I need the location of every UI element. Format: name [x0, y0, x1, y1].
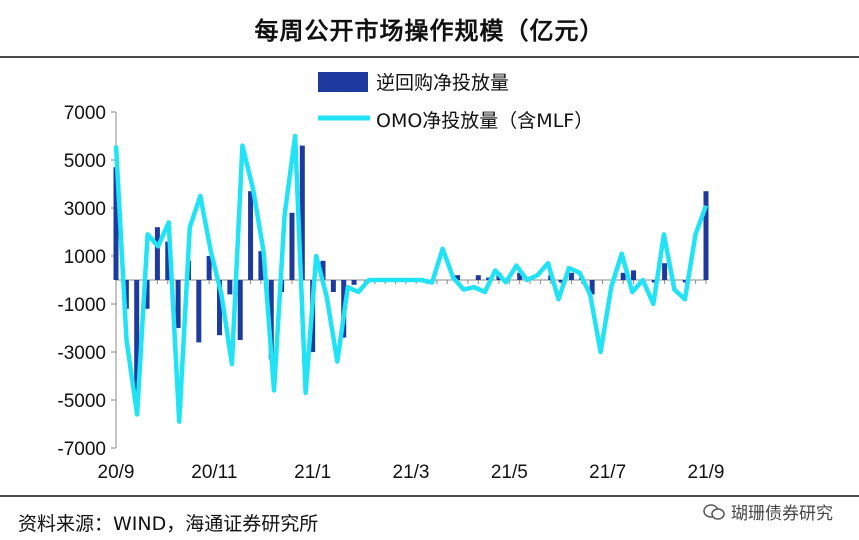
- bar: [123, 280, 129, 309]
- legend-swatch-bar: [318, 72, 368, 92]
- y-tick-label: -5000: [57, 391, 106, 412]
- line-series: [113, 133, 709, 424]
- y-axis: 7000 5000 3000 1000 -1000 -3000 -5000 -7000: [57, 103, 117, 460]
- bar: [113, 167, 119, 280]
- footer: 资料来源：WIND，海通证券研究所 瑚珊债券研究: [0, 495, 859, 540]
- x-tick-label: 21/9: [688, 462, 725, 483]
- bar: [144, 280, 150, 309]
- watermark: 瑚珊债券研究: [703, 499, 833, 524]
- bar: [237, 280, 243, 340]
- bar: [568, 272, 574, 280]
- chart-area: 7000 5000 3000 1000 -1000 -3000 -5000 -7000 20/…: [57, 72, 725, 483]
- bar: [651, 280, 657, 283]
- x-tick-label: 21/3: [393, 462, 430, 483]
- legend: 逆回购净投放量 OMO净投放量（含MLF）: [318, 72, 593, 132]
- y-tick-label: -7000: [57, 439, 106, 460]
- watermark-text: 瑚珊债券研究: [731, 504, 833, 524]
- bar: [217, 280, 223, 336]
- x-tick-label: 21/1: [294, 462, 331, 483]
- bar: [299, 145, 305, 280]
- bar: [682, 280, 688, 283]
- source-note: 资料来源：WIND，海通证券研究所: [18, 513, 319, 535]
- bar: [227, 280, 233, 295]
- bar: [258, 251, 264, 280]
- y-tick-label: 3000: [64, 199, 106, 220]
- bar: [486, 277, 492, 280]
- x-tick-label: 20/11: [191, 462, 237, 483]
- bar: [154, 227, 160, 280]
- chart-title-bar: 每周公开市场操作规模（亿元）: [0, 0, 859, 58]
- x-tick-label: 21/7: [589, 462, 626, 483]
- bar: [475, 275, 481, 280]
- bar-series: [113, 145, 709, 393]
- y-tick-label: -1000: [57, 295, 106, 316]
- bar: [631, 270, 637, 280]
- bar: [289, 212, 295, 280]
- bar: [455, 275, 461, 280]
- bar: [165, 241, 171, 280]
- bar: [703, 191, 709, 280]
- legend-label-line: OMO净投放量（含MLF）: [376, 110, 593, 132]
- bar: [248, 191, 254, 280]
- omo-line: [113, 133, 709, 424]
- bar: [589, 280, 595, 295]
- bar: [662, 263, 668, 280]
- bar: [134, 280, 140, 393]
- x-tick-label: 21/5: [491, 462, 528, 483]
- bar: [206, 256, 212, 280]
- bar: [196, 280, 202, 343]
- x-tick-label: 20/9: [98, 462, 135, 483]
- y-tick-label: 1000: [64, 247, 106, 268]
- y-tick-label: -3000: [57, 343, 106, 364]
- legend-label-bar: 逆回购净投放量: [376, 72, 509, 94]
- bar: [268, 280, 274, 360]
- bar: [620, 272, 626, 280]
- bar: [330, 280, 336, 292]
- x-axis: 20/9 20/11 21/1 21/3 21/5 21/7 21/9: [98, 279, 725, 483]
- bar: [175, 280, 181, 328]
- y-tick-label: 5000: [64, 151, 106, 172]
- bar: [517, 272, 523, 280]
- chart-title: 每周公开市场操作规模（亿元）: [254, 16, 605, 45]
- y-tick-label: 7000: [64, 103, 106, 124]
- wechat-icon: [703, 503, 725, 520]
- bar: [351, 280, 357, 285]
- bar: [558, 280, 564, 283]
- bar: [320, 260, 326, 280]
